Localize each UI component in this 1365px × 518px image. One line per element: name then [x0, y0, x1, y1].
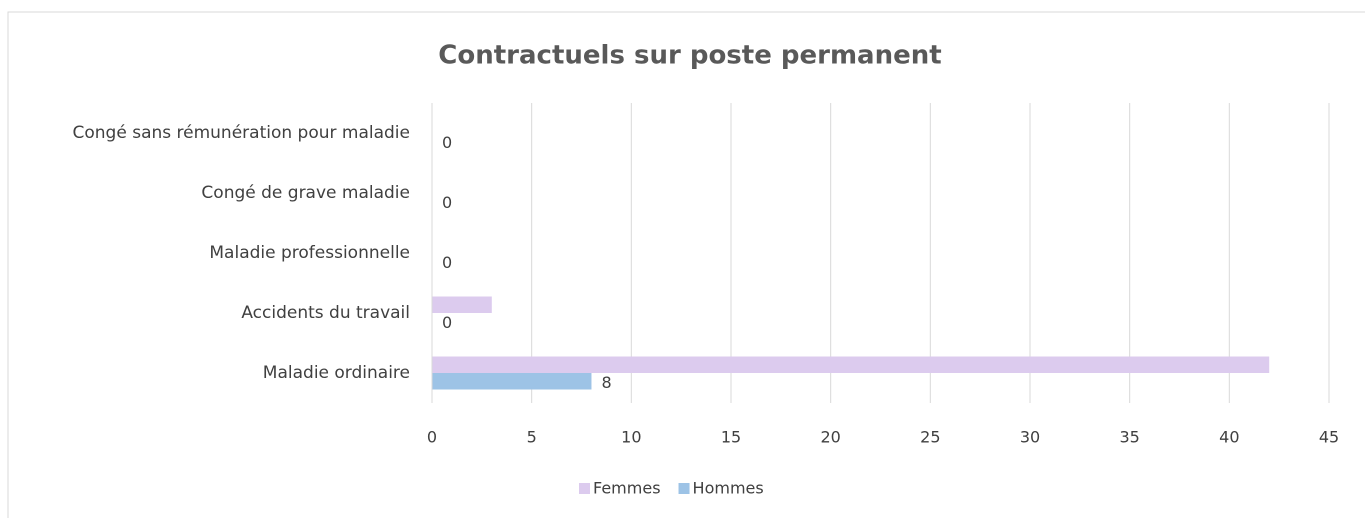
x-tick-label: 15: [721, 428, 741, 447]
y-tick-label: Accidents du travail: [241, 303, 410, 323]
bar: [432, 356, 1270, 373]
legend-label: Hommes: [693, 479, 764, 498]
x-tick-label: 20: [820, 428, 840, 447]
x-tick-label: 10: [621, 428, 641, 447]
legend-swatch: [678, 483, 690, 494]
bar: [432, 296, 492, 313]
data-label: 8: [601, 373, 611, 392]
x-tick-label: 40: [1219, 428, 1239, 447]
chart-border: [7, 11, 1365, 518]
x-tick-label: 45: [1319, 428, 1339, 447]
x-tick-label: 35: [1119, 428, 1139, 447]
legend-label: Femmes: [593, 479, 661, 498]
data-label: 0: [442, 253, 452, 272]
y-tick-label: Maladie ordinaire: [263, 363, 410, 383]
x-tick-label: 0: [427, 428, 437, 447]
data-label: 0: [442, 133, 452, 152]
bar: [432, 373, 592, 390]
y-tick-label: Congé de grave maladie: [201, 183, 410, 203]
x-tick-label: 5: [527, 428, 537, 447]
x-tick-label: 30: [1020, 428, 1040, 447]
x-tick-label: 25: [920, 428, 940, 447]
data-label: 0: [442, 193, 452, 212]
y-tick-label: Maladie professionnelle: [209, 243, 410, 263]
data-label: 0: [442, 313, 452, 332]
chart-title: Contractuels sur poste permanent: [438, 41, 941, 71]
legend-swatch: [579, 483, 590, 494]
y-tick-label: Congé sans rémunération pour maladie: [73, 123, 410, 143]
